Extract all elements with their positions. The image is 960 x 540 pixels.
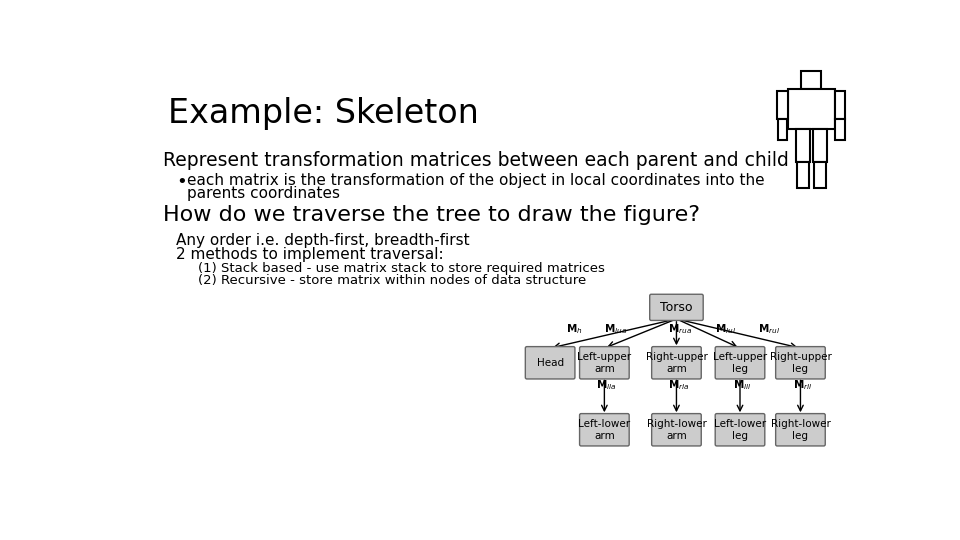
FancyBboxPatch shape <box>715 414 765 446</box>
Text: $\mathbf{M}_{rua}$: $\mathbf{M}_{rua}$ <box>667 322 691 336</box>
FancyBboxPatch shape <box>715 347 765 379</box>
Bar <box>778 119 787 140</box>
Text: Head: Head <box>537 358 564 368</box>
Text: Right-upper
leg: Right-upper leg <box>770 352 831 374</box>
FancyBboxPatch shape <box>776 347 826 379</box>
Text: Any order i.e. depth-first, breadth-first: Any order i.e. depth-first, breadth-firs… <box>176 233 469 248</box>
Text: Left-lower
leg: Left-lower leg <box>714 419 766 441</box>
Text: $\mathbf{M}_{rla}$: $\mathbf{M}_{rla}$ <box>668 379 689 393</box>
Text: $\mathbf{M}_{lla}$: $\mathbf{M}_{lla}$ <box>596 379 617 393</box>
Text: Left-upper
arm: Left-upper arm <box>577 352 632 374</box>
Text: Torso: Torso <box>660 301 693 314</box>
Text: $\mathbf{M}_{rul}$: $\mathbf{M}_{rul}$ <box>757 322 780 336</box>
FancyBboxPatch shape <box>580 414 629 446</box>
Bar <box>797 162 809 188</box>
Text: 2 methods to implement traversal:: 2 methods to implement traversal: <box>176 247 444 261</box>
Bar <box>835 119 845 140</box>
Text: Right-lower
leg: Right-lower leg <box>771 419 830 441</box>
FancyBboxPatch shape <box>650 294 703 320</box>
FancyBboxPatch shape <box>776 414 826 446</box>
FancyBboxPatch shape <box>652 414 701 446</box>
Bar <box>813 130 827 162</box>
Bar <box>796 130 809 162</box>
FancyBboxPatch shape <box>580 347 629 379</box>
Text: Right-lower
arm: Right-lower arm <box>646 419 707 441</box>
Text: $\mathbf{M}_{rll}$: $\mathbf{M}_{rll}$ <box>793 379 812 393</box>
Text: Example: Skeleton: Example: Skeleton <box>168 97 479 130</box>
Text: Left-lower
arm: Left-lower arm <box>578 419 631 441</box>
Bar <box>802 71 822 90</box>
Text: How do we traverse the tree to draw the figure?: How do we traverse the tree to draw the … <box>162 205 700 225</box>
FancyBboxPatch shape <box>652 347 701 379</box>
Text: $\mathbf{M}_h$: $\mathbf{M}_h$ <box>566 322 583 336</box>
Text: (1) Stack based - use matrix stack to store required matrices: (1) Stack based - use matrix stack to st… <box>198 262 605 275</box>
Text: Represent transformation matrices between each parent and child: Represent transformation matrices betwee… <box>162 151 788 170</box>
FancyBboxPatch shape <box>525 347 575 379</box>
Bar <box>778 91 788 119</box>
Text: (2) Recursive - store matrix within nodes of data structure: (2) Recursive - store matrix within node… <box>198 274 586 287</box>
Text: $\mathbf{M}_{lll}$: $\mathbf{M}_{lll}$ <box>733 379 752 393</box>
Text: Left-upper
leg: Left-upper leg <box>713 352 767 374</box>
Text: parents coordinates: parents coordinates <box>186 186 340 201</box>
Bar <box>788 90 834 130</box>
Bar <box>834 91 846 119</box>
Text: •: • <box>176 173 186 191</box>
Bar <box>814 162 826 188</box>
Text: $\mathbf{M}_{lul}$: $\mathbf{M}_{lul}$ <box>715 322 735 336</box>
Text: $\mathbf{M}_{lua}$: $\mathbf{M}_{lua}$ <box>604 322 627 336</box>
Text: Right-upper
arm: Right-upper arm <box>645 352 708 374</box>
Text: each matrix is the transformation of the object in local coordinates into the: each matrix is the transformation of the… <box>186 173 764 187</box>
